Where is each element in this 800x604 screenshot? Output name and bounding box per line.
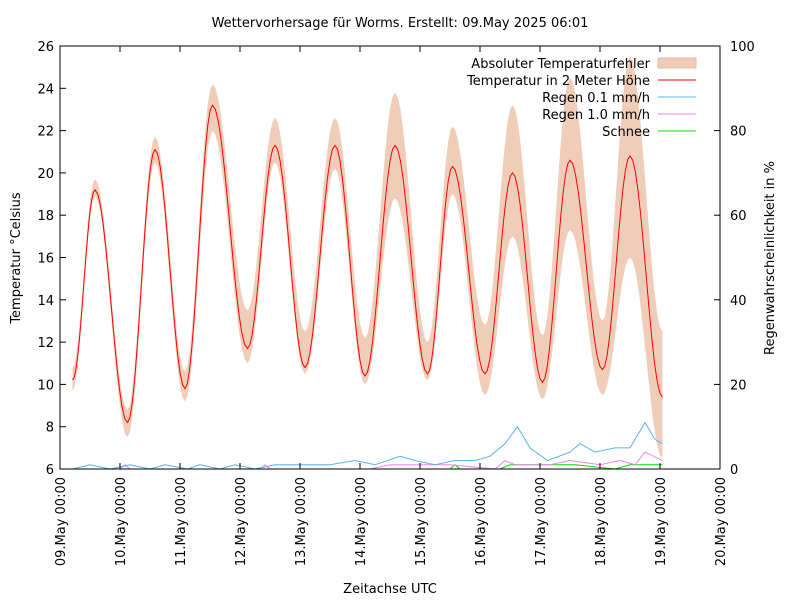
legend-label: Schnee bbox=[602, 125, 650, 140]
legend-label: Temperatur in 2 Meter Höhe bbox=[466, 74, 650, 89]
legend-swatch bbox=[657, 57, 697, 69]
y-tick-label: 14 bbox=[37, 294, 54, 309]
x-tick-label: 11.May 00:00 bbox=[174, 477, 189, 566]
rain-01mm-line bbox=[72, 421, 663, 470]
y-tick-label: 26 bbox=[37, 40, 54, 55]
y2-tick-label: 80 bbox=[730, 125, 747, 140]
y2-tick-label: 60 bbox=[730, 209, 747, 224]
y-axis-label: Temperatur °Celsius bbox=[9, 192, 24, 325]
legend: Absoluter Temperaturfehler Temperatur in … bbox=[466, 57, 697, 140]
y-tick-label: 22 bbox=[37, 125, 54, 140]
y-tick-label: 6 bbox=[46, 463, 54, 478]
rain-1mm-line bbox=[72, 451, 663, 470]
y2-tick-label: 0 bbox=[730, 463, 738, 478]
y2-tick-label: 20 bbox=[730, 378, 747, 393]
temperature-error-band bbox=[72, 56, 663, 459]
x-tick-label: 14.May 00:00 bbox=[354, 477, 369, 566]
y2-tick-label: 40 bbox=[730, 294, 747, 309]
x-tick-label: 16.May 00:00 bbox=[474, 477, 489, 566]
y2-tick-label: 100 bbox=[730, 40, 755, 55]
temperature-line bbox=[72, 104, 663, 424]
x-tick-label: 15.May 00:00 bbox=[414, 477, 429, 566]
x-tick-label: 09.May 00:00 bbox=[54, 477, 69, 566]
chart-title: Wettervorhersage für Worms. Erstellt: 09… bbox=[212, 16, 589, 31]
y-tick-label: 24 bbox=[37, 82, 54, 97]
y2-axis-label: Regenwahrscheinlichkeit in % bbox=[763, 161, 778, 355]
legend-label: Regen 1.0 mm/h bbox=[542, 108, 650, 123]
legend-label: Regen 0.1 mm/h bbox=[542, 91, 650, 106]
x-tick-label: 10.May 00:00 bbox=[114, 477, 129, 566]
x-tick-label: 13.May 00:00 bbox=[294, 477, 309, 566]
y-tick-label: 12 bbox=[37, 336, 54, 351]
y-tick-label: 16 bbox=[37, 252, 54, 267]
y-tick-label: 20 bbox=[37, 167, 54, 182]
error-band-area bbox=[72, 56, 663, 459]
snow-line bbox=[449, 464, 663, 470]
y-tick-label: 18 bbox=[37, 209, 54, 224]
x-tick-label: 19.May 00:00 bbox=[654, 477, 669, 566]
x-tick-label: 20.May 00:00 bbox=[714, 477, 729, 566]
y-tick-label: 10 bbox=[37, 378, 54, 393]
y-tick-label: 8 bbox=[46, 421, 54, 436]
x-tick-label: 17.May 00:00 bbox=[534, 477, 549, 566]
x-tick-label: 12.May 00:00 bbox=[234, 477, 249, 566]
x-tick-label: 18.May 00:00 bbox=[594, 477, 609, 566]
legend-label: Absoluter Temperaturfehler bbox=[471, 57, 650, 72]
x-axis-label: Zeitachse UTC bbox=[343, 582, 437, 597]
